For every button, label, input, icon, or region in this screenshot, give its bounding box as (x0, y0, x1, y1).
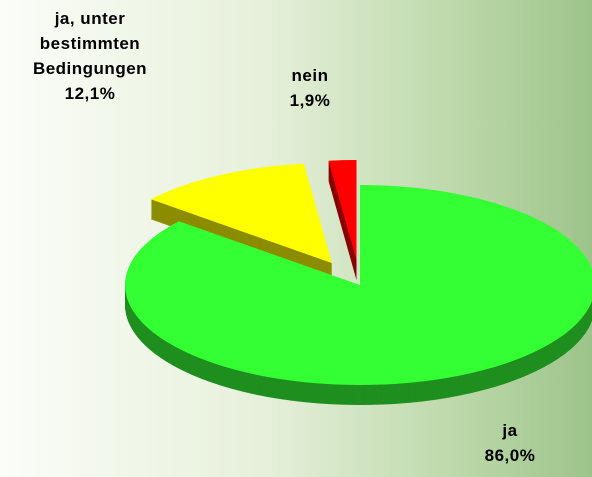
category-label: nein (291, 66, 329, 85)
value-label: 1,9% (289, 91, 331, 110)
slice-label: ja 86,0% (470, 418, 550, 468)
category-label: ja, unter bestimmten Bedingungen (32, 9, 148, 78)
slice-label: nein 1,9% (270, 63, 350, 113)
value-label: 12,1% (64, 84, 116, 103)
pie-slice (150, 163, 332, 264)
pie-slice (328, 160, 357, 261)
pie-slice (125, 185, 592, 385)
category-label: ja (502, 421, 518, 440)
slice-label: ja, unter bestimmten Bedingungen 12,1% (0, 6, 180, 106)
value-label: 86,0% (484, 446, 536, 465)
